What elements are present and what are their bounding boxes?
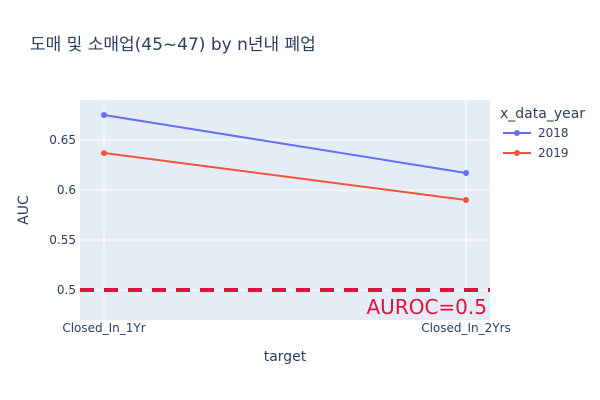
series-point-2018 bbox=[101, 112, 107, 118]
legend-title: x_data_year bbox=[500, 106, 585, 122]
legend-label-2019: 2019 bbox=[538, 146, 569, 160]
series-point-2019 bbox=[463, 197, 469, 203]
series-group bbox=[101, 112, 469, 203]
legend: 2018 2019 bbox=[503, 126, 569, 160]
y-tick-label: 0.65 bbox=[49, 133, 76, 147]
series-line-2018 bbox=[103, 114, 467, 174]
legend-label-2018: 2018 bbox=[538, 126, 569, 140]
chart-title: 도매 및 소매업(45~47) by n년내 폐업 bbox=[30, 35, 316, 55]
x-axis-label: target bbox=[264, 349, 307, 365]
reference-line-label: AUROC=0.5 bbox=[367, 295, 488, 319]
y-tick-label: 0.6 bbox=[57, 183, 76, 197]
reference-line-group: AUROC=0.5 bbox=[80, 288, 490, 319]
plot-area bbox=[80, 100, 490, 320]
series-line-2019 bbox=[103, 152, 467, 201]
legend-marker-2019 bbox=[514, 150, 520, 156]
y-tick-label: 0.5 bbox=[57, 283, 76, 297]
legend-marker-2018 bbox=[514, 130, 520, 136]
x-tick-label: Closed_In_2Yrs bbox=[421, 321, 511, 335]
series-point-2019 bbox=[101, 150, 107, 156]
series-point-2018 bbox=[463, 170, 469, 176]
y-tick-label: 0.55 bbox=[49, 233, 76, 247]
x-tick-label: Closed_In_1Yr bbox=[62, 321, 145, 335]
y-axis-label: AUC bbox=[16, 195, 32, 225]
x-axis-ticks: Closed_In_1Yr Closed_In_2Yrs bbox=[62, 321, 510, 335]
y-axis-ticks: 0.5 0.55 0.6 0.65 bbox=[49, 133, 76, 297]
